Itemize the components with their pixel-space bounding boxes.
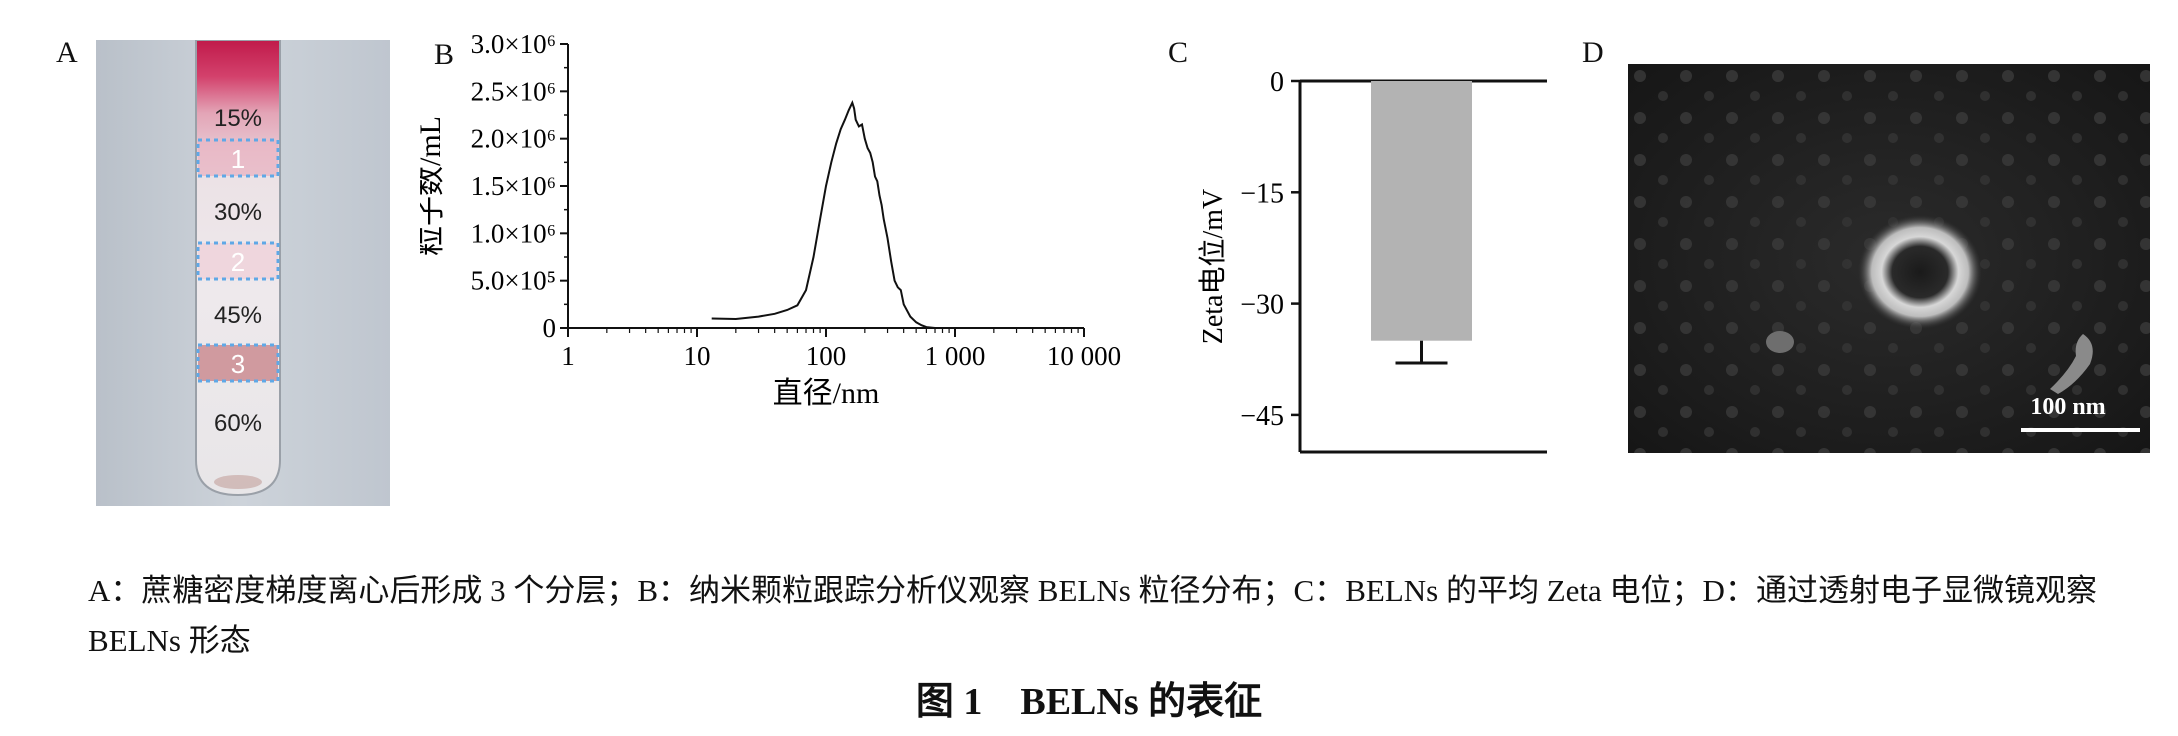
- panel-a-letter: A: [56, 36, 78, 69]
- band-2-fill: [198, 243, 278, 279]
- x-tick-label: 100: [806, 341, 847, 371]
- band-label-2: 2: [231, 247, 245, 277]
- figure-caption: A：蔗糖密度梯度离心后形成 3 个分层；B：纳米颗粒跟踪分析仪观察 BELNs …: [88, 573, 2097, 658]
- y-tick-label: 1.0×10⁶: [471, 218, 556, 248]
- x-tick-label: 1 000: [925, 341, 986, 371]
- y-tick-label: 3.0×10⁶: [471, 30, 556, 59]
- gradient-label-15: 15%: [214, 105, 262, 132]
- panel-b-letter: B: [434, 38, 455, 71]
- debris-right: [2050, 334, 2093, 394]
- band-3-fill: [198, 345, 278, 381]
- band-label-3: 3: [231, 349, 245, 379]
- y-tick-label: 2.0×10⁶: [471, 124, 556, 154]
- figure-title: 图 1 BELNs 的表征: [915, 681, 1263, 723]
- size-distribution-line: [711, 99, 936, 329]
- panel-c-chart: 0 −15 −30 −45 Zeta电位/mV: [1197, 67, 1547, 454]
- tube-pellet: [214, 475, 262, 489]
- panel-d-letter: D: [1582, 36, 1604, 69]
- y-tick-label: −45: [1240, 401, 1284, 432]
- band-2-outline: [196, 241, 280, 281]
- y-axis-label: Zeta电位/mV: [1197, 189, 1229, 345]
- vesicle: [1858, 215, 1982, 329]
- y-tick-label: 1.5×10⁶: [471, 171, 556, 201]
- gradient-label-60: 60%: [214, 410, 262, 437]
- zeta-bar: [1371, 81, 1472, 341]
- gradient-label-30: 30%: [214, 199, 262, 226]
- band-1-outline: [196, 138, 280, 178]
- small-particle-left: [1766, 331, 1794, 353]
- x-axis-label: 直径/nm: [773, 377, 880, 410]
- band-3-outline: [196, 343, 280, 383]
- band-1-fill: [198, 140, 278, 176]
- panel-d-tem-image: 100 nm: [1628, 64, 2150, 453]
- x-tick-label: 1: [561, 341, 575, 371]
- y-tick-label: −30: [1240, 290, 1284, 321]
- panel-c-letter: C: [1168, 36, 1189, 69]
- y-tick-label: 0: [1270, 67, 1284, 98]
- panel-b-chart: 0 5.0×10⁵ 1.0×10⁶ 1.5×10⁶ 2.0×10⁶ 2.5×10⁶ 3.0×…: [420, 30, 1121, 410]
- y-tick-label: 2.5×10⁶: [471, 76, 556, 106]
- y-tick-label: −15: [1240, 178, 1284, 209]
- x-tick-label: 10: [684, 341, 711, 371]
- panel-a-tube-photo: 15% 1 30% 2 45% 3 60%: [96, 40, 390, 506]
- scale-bar-label: 100 nm: [2030, 394, 2105, 420]
- gradient-label-45: 45%: [214, 302, 262, 329]
- band-label-1: 1: [231, 144, 245, 174]
- y-tick-label: 5.0×10⁵: [471, 266, 556, 296]
- x-tick-label: 10 000: [1047, 341, 1121, 371]
- y-axis-label: 粒子数/mL: [420, 116, 447, 256]
- y-tick-label: 0: [543, 313, 557, 343]
